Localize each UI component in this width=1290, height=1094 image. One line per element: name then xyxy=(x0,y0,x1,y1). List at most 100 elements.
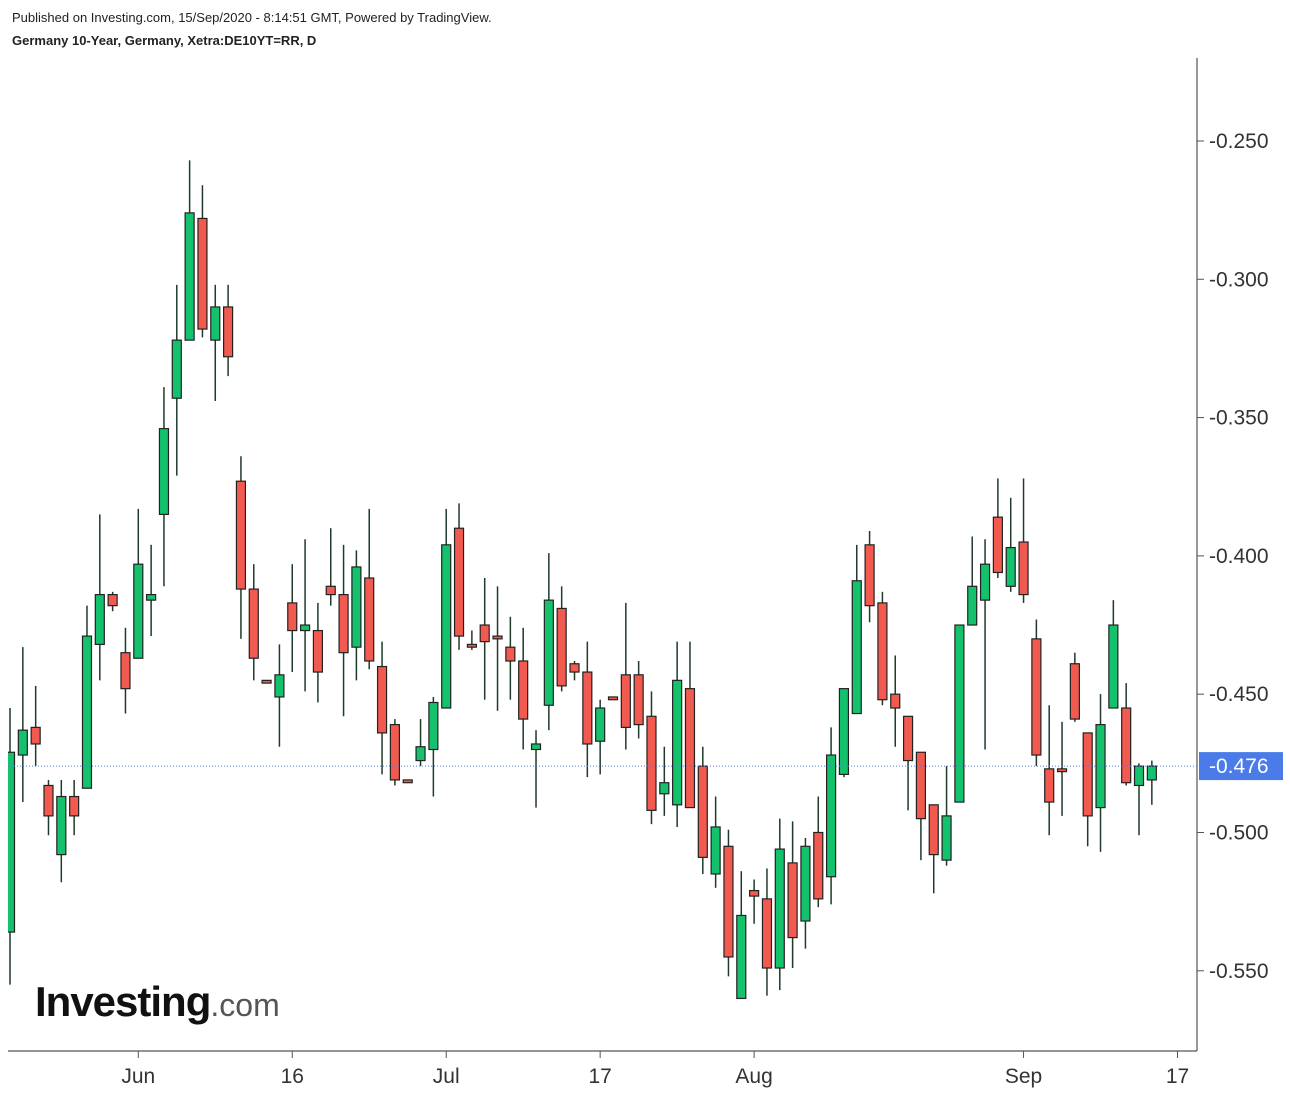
candle-body xyxy=(312,629,324,673)
candle-body xyxy=(364,577,375,662)
logo: Investing.com xyxy=(35,978,280,1025)
y-tick-label: -0.400 xyxy=(1209,545,1269,568)
candle-body xyxy=(1108,624,1119,709)
candle-body xyxy=(825,754,837,878)
candle-body xyxy=(402,779,413,784)
candle-body xyxy=(813,831,824,900)
candle-body xyxy=(582,671,593,745)
candle-body xyxy=(1005,546,1016,587)
candle-body xyxy=(261,679,272,684)
candle-body xyxy=(800,845,811,922)
candle-body xyxy=(672,679,683,806)
candle-body xyxy=(633,674,644,726)
candle-body xyxy=(607,696,619,701)
candle-body xyxy=(453,527,465,637)
candle-body xyxy=(1146,765,1157,781)
candle-body xyxy=(8,751,16,933)
candle-body xyxy=(120,652,131,690)
candle-body xyxy=(697,765,708,858)
x-tick-label: Jul xyxy=(433,1065,460,1088)
candle-body xyxy=(235,480,247,590)
last-price-label: -0.476 xyxy=(1209,755,1269,778)
candle-body xyxy=(838,688,850,775)
plot-area xyxy=(8,160,1157,1000)
candle-body xyxy=(338,594,349,654)
logo-brand: Investing xyxy=(35,978,210,1025)
candle-body xyxy=(1133,765,1145,787)
candle-body xyxy=(659,782,670,795)
candle-body xyxy=(94,594,105,645)
candle-body xyxy=(979,563,991,601)
candle-body xyxy=(569,663,580,673)
candle-body xyxy=(518,660,529,720)
candle-body xyxy=(197,217,208,330)
candle-body xyxy=(967,585,978,626)
last-price-box xyxy=(1199,752,1283,781)
x-tick-label: 17 xyxy=(1166,1065,1189,1088)
candle-body xyxy=(389,724,400,781)
candle-body xyxy=(915,751,927,820)
x-tick-label: 17 xyxy=(588,1065,611,1088)
candle-body xyxy=(441,544,452,709)
candle-body xyxy=(69,795,80,817)
candle-body xyxy=(954,624,965,803)
candle-body xyxy=(543,599,554,706)
candle-body xyxy=(299,624,311,632)
x-tick-label: 16 xyxy=(281,1065,304,1088)
candle-body xyxy=(851,580,862,715)
candle-body xyxy=(530,743,542,751)
candle-body xyxy=(710,826,721,875)
candle-body xyxy=(736,914,747,1000)
candle-body xyxy=(376,665,388,734)
candle-body xyxy=(1082,732,1093,817)
candle-body xyxy=(210,306,221,341)
candle-body xyxy=(479,624,490,643)
candle-body xyxy=(351,566,362,648)
candle-body xyxy=(107,594,118,607)
candle-body xyxy=(505,646,516,662)
candle-body xyxy=(774,848,785,969)
candle-body xyxy=(1121,707,1132,784)
candle-body xyxy=(223,306,234,358)
y-tick-label: -0.450 xyxy=(1209,683,1269,706)
candle-body xyxy=(466,643,477,648)
x-tick-label: Jun xyxy=(121,1065,155,1088)
candle-body xyxy=(620,674,631,728)
symbol-title: Germany 10-Year, Germany, Xetra:DE10YT=R… xyxy=(12,33,316,48)
candle-body xyxy=(1018,541,1029,596)
candle-body xyxy=(761,898,773,969)
candle-body xyxy=(877,602,888,701)
candle-body xyxy=(890,693,901,709)
published-note: Published on Investing.com, 15/Sep/2020 … xyxy=(12,10,492,25)
candle-body xyxy=(30,726,41,745)
candle-body xyxy=(184,212,195,341)
candle-body xyxy=(325,585,336,596)
candle-body xyxy=(17,729,28,756)
candle-body xyxy=(171,339,182,399)
y-tick-label: -0.500 xyxy=(1209,821,1269,844)
candle-body xyxy=(81,635,93,789)
candle-body xyxy=(902,715,914,762)
candle-body xyxy=(1031,638,1042,756)
candle-body xyxy=(1056,768,1068,773)
candle-body xyxy=(274,674,285,698)
candle-body xyxy=(415,746,426,762)
candle-body xyxy=(787,862,798,939)
candle-body xyxy=(133,563,144,659)
candle-body xyxy=(1069,663,1080,720)
candle-body xyxy=(646,715,657,811)
candle-body xyxy=(556,607,567,687)
candle-body xyxy=(56,795,67,856)
x-tick-label: Sep xyxy=(1005,1065,1042,1088)
y-tick-label: -0.250 xyxy=(1209,130,1269,153)
candle-body xyxy=(684,688,696,809)
candle-body xyxy=(146,594,157,601)
candle-body xyxy=(43,784,54,817)
candle-body xyxy=(158,428,170,515)
candle-body xyxy=(595,707,606,742)
candle-body xyxy=(492,635,503,640)
candle-body xyxy=(1044,768,1055,803)
x-tick-label: Aug xyxy=(735,1065,772,1088)
y-tick-label: -0.300 xyxy=(1209,268,1269,291)
